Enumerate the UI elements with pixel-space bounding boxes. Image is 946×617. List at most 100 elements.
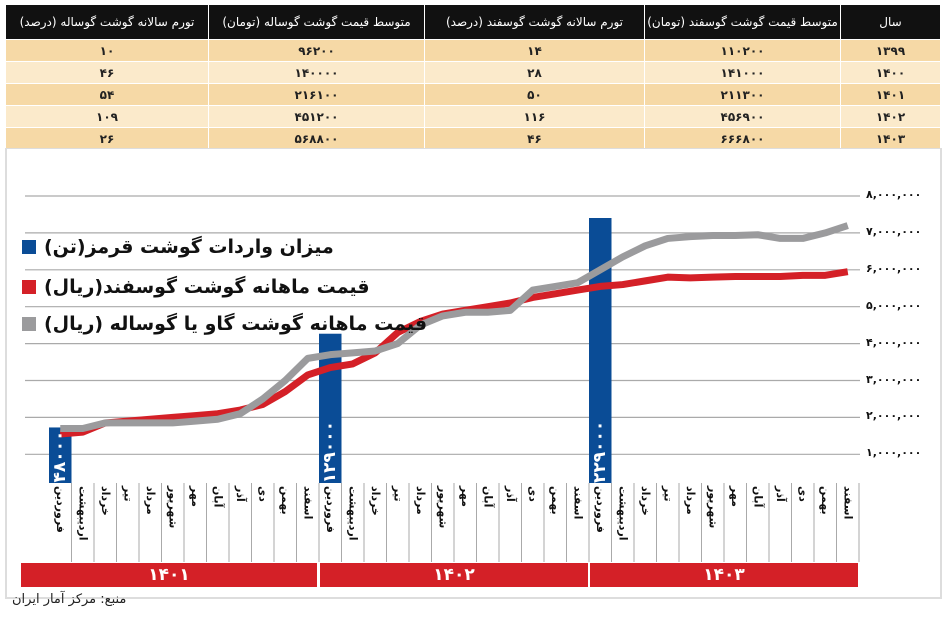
x-tick-label-month: دی bbox=[796, 486, 810, 502]
import-bar bbox=[49, 427, 72, 483]
table-cell: ۹۶۲۰۰ bbox=[208, 39, 425, 62]
legend-swatch-gray bbox=[22, 317, 36, 331]
x-tick-label-month: شهریور bbox=[436, 486, 450, 529]
table-cell: ۲۱۱۳۰۰ bbox=[644, 83, 841, 106]
legend-swatch-blue bbox=[22, 240, 36, 254]
x-tick-label-month: خرداد bbox=[369, 486, 382, 516]
bar-data-label: ۲۲۹۰۰۰ bbox=[590, 420, 610, 483]
table-row: ۱۴۰۱ ۲۱۱۳۰۰ ۵۰ ۲۱۶۱۰۰ ۵۴ bbox=[5, 83, 940, 106]
table-cell: ۵۴ bbox=[5, 83, 209, 106]
table-cell: ۱۱۰۲۰۰ bbox=[644, 39, 841, 62]
table-cell: ۲۸ bbox=[424, 61, 645, 84]
table-row: ۱۳۹۹ ۱۱۰۲۰۰ ۱۴ ۹۶۲۰۰ ۱۰ bbox=[5, 39, 940, 62]
table-cell: ۴۵۶۹۰۰ bbox=[644, 105, 841, 128]
x-tick-label-month: مرداد bbox=[684, 486, 697, 515]
y-tick-label: ۷,۰۰۰,۰۰۰ bbox=[866, 224, 922, 238]
y-tick-label: ۵,۰۰۰,۰۰۰ bbox=[866, 298, 922, 312]
x-tick-label-month: آذر bbox=[234, 486, 247, 502]
x-tick-label-month: شهریور bbox=[706, 486, 720, 529]
bar-data-label: ۴۸۰۰۰ bbox=[50, 431, 70, 483]
x-tick-label-month: خرداد bbox=[99, 486, 112, 516]
table-cell: ۴۵۱۲۰۰ bbox=[208, 105, 425, 128]
table-row: ۱۴۰۰ ۱۴۱۰۰۰ ۲۸ ۱۴۰۰۰۰ ۴۶ bbox=[5, 61, 940, 84]
table-cell: ۱۴۰۰ bbox=[840, 61, 940, 84]
x-tick-label-month: اسفند bbox=[571, 486, 585, 520]
legend-item-sheep: قیمت ماهانه گوشت گوسفند(ریال) bbox=[22, 276, 370, 298]
header-sheep-inflation: تورم سالانه گوشت گوسفند (درصد) bbox=[424, 5, 645, 40]
table-row: ۱۴۰۳ ۶۶۶۸۰۰ ۴۶ ۵۶۸۸۰۰ ۲۶ bbox=[5, 127, 940, 149]
legend-label-sheep: قیمت ماهانه گوشت گوسفند(ریال) bbox=[44, 276, 370, 298]
table-cell: ۱۰۹ bbox=[5, 105, 209, 128]
bar-data-label: ۱۲۹۰۰۰ bbox=[320, 420, 340, 483]
x-tick-label-month: اردیبهشت bbox=[76, 486, 90, 541]
x-tick-label-month: مرداد bbox=[144, 486, 157, 515]
x-tick-label-month: اسفند bbox=[841, 486, 855, 520]
table-cell: ۱۴۰۰۰۰ bbox=[208, 61, 425, 84]
year-band: ۱۴۰۳ bbox=[590, 563, 858, 587]
x-tick-label-month: اسفند bbox=[301, 486, 315, 520]
header-veal-inflation: تورم سالانه گوشت گوساله (درصد) bbox=[5, 5, 209, 40]
table-cell: ۱۴۰۳ bbox=[840, 127, 940, 149]
table-cell: ۱۰ bbox=[5, 39, 209, 62]
x-tick-label-month: خرداد bbox=[639, 486, 652, 516]
table-cell: ۶۶۶۸۰۰ bbox=[644, 127, 841, 149]
table-cell: ۱۴۱۰۰۰ bbox=[644, 61, 841, 84]
table-row: ۱۴۰۲ ۴۵۶۹۰۰ ۱۱۶ ۴۵۱۲۰۰ ۱۰۹ bbox=[5, 105, 940, 128]
year-band: ۱۴۰۲ bbox=[320, 563, 588, 587]
veal-price-line bbox=[60, 222, 849, 432]
table-cell: ۴۶ bbox=[424, 127, 645, 149]
x-tick-label-month: فروردین bbox=[324, 486, 337, 533]
table-cell: ۵۰ bbox=[424, 83, 645, 106]
data-table: سال متوسط قیمت گوشت گوسفند (تومان) تورم … bbox=[5, 5, 940, 149]
table-cell: ۵۶۸۸۰۰ bbox=[208, 127, 425, 149]
table-cell: ۱۴۰۲ bbox=[840, 105, 940, 128]
header-veal-price: متوسط قیمت گوشت گوساله (تومان) bbox=[208, 5, 425, 40]
table-cell: ۴۶ bbox=[5, 61, 209, 84]
x-tick-label-month: مهر bbox=[459, 486, 472, 507]
x-tick-label-month: آذر bbox=[504, 486, 517, 502]
x-tick-label-month: شهریور bbox=[166, 486, 180, 529]
x-tick-label-month: بهمن bbox=[819, 486, 832, 515]
legend-swatch-red bbox=[22, 280, 36, 294]
x-tick-label-month: آبان bbox=[481, 486, 495, 508]
x-tick-label-month: فروردین bbox=[594, 486, 607, 533]
y-tick-label: ۲,۰۰۰,۰۰۰ bbox=[866, 409, 922, 423]
table-cell: ۱۴ bbox=[424, 39, 645, 62]
x-tick-label-month: آذر bbox=[774, 486, 787, 502]
year-band: ۱۴۰۱ bbox=[21, 563, 317, 587]
legend-item-imports: میزان واردات گوشت قرمز(تن) bbox=[22, 236, 334, 258]
x-tick-label-month: بهمن bbox=[549, 486, 562, 515]
legend-label-imports: میزان واردات گوشت قرمز(تن) bbox=[44, 236, 334, 258]
source-note: منبع: مرکز آمار ایران bbox=[12, 592, 127, 607]
x-tick-label-month: دی bbox=[526, 486, 540, 502]
x-tick-label-month: تیر bbox=[661, 486, 675, 502]
table-cell: ۱۱۶ bbox=[424, 105, 645, 128]
table-header-row: سال متوسط قیمت گوشت گوسفند (تومان) تورم … bbox=[5, 5, 940, 40]
y-tick-label: ۳,۰۰۰,۰۰۰ bbox=[866, 372, 922, 386]
table-cell: ۱۳۹۹ bbox=[840, 39, 940, 62]
x-tick-label-month: بهمن bbox=[279, 486, 292, 515]
x-tick-label-month: تیر bbox=[121, 486, 135, 502]
x-tick-label-month: مهر bbox=[729, 486, 742, 507]
x-tick-label-month: آبان bbox=[211, 486, 225, 508]
x-tick-label-month: مهر bbox=[189, 486, 202, 507]
x-tick-label-month: تیر bbox=[391, 486, 405, 502]
legend-label-veal: قیمت ماهانه گوشت گاو یا گوساله (ریال) bbox=[44, 313, 428, 335]
y-tick-label: ۱,۰۰۰,۰۰۰ bbox=[866, 446, 922, 460]
x-tick-label-month: فروردین bbox=[54, 486, 67, 533]
table-cell: ۲۱۶۱۰۰ bbox=[208, 83, 425, 106]
header-sheep-price: متوسط قیمت گوشت گوسفند (تومان) bbox=[644, 5, 841, 40]
legend-item-veal: قیمت ماهانه گوشت گاو یا گوساله (ریال) bbox=[22, 313, 427, 335]
x-tick-label-month: دی bbox=[256, 486, 270, 502]
y-tick-label: ۴,۰۰۰,۰۰۰ bbox=[866, 335, 922, 349]
y-tick-label: ۶,۰۰۰,۰۰۰ bbox=[866, 261, 922, 275]
x-tick-label-month: مرداد bbox=[414, 486, 427, 515]
table-cell: ۲۶ bbox=[5, 127, 209, 149]
x-tick-label-month: آبان bbox=[751, 486, 765, 508]
table-cell: ۱۴۰۱ bbox=[840, 83, 940, 106]
x-tick-label-month: اردیبهشت bbox=[346, 486, 360, 541]
y-tick-label: ۸,۰۰۰,۰۰۰ bbox=[866, 188, 922, 201]
header-year: سال bbox=[840, 5, 940, 40]
x-tick-label-month: اردیبهشت bbox=[616, 486, 630, 541]
